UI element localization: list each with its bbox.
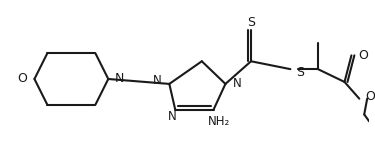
- Text: O: O: [358, 49, 368, 62]
- Text: N: N: [115, 73, 125, 86]
- Text: O: O: [18, 73, 28, 86]
- Text: S: S: [296, 66, 304, 79]
- Text: N: N: [168, 110, 177, 123]
- Text: N: N: [233, 77, 242, 90]
- Text: O: O: [365, 90, 375, 103]
- Text: NH₂: NH₂: [207, 115, 230, 128]
- Text: S: S: [247, 16, 255, 29]
- Text: N: N: [153, 74, 162, 87]
